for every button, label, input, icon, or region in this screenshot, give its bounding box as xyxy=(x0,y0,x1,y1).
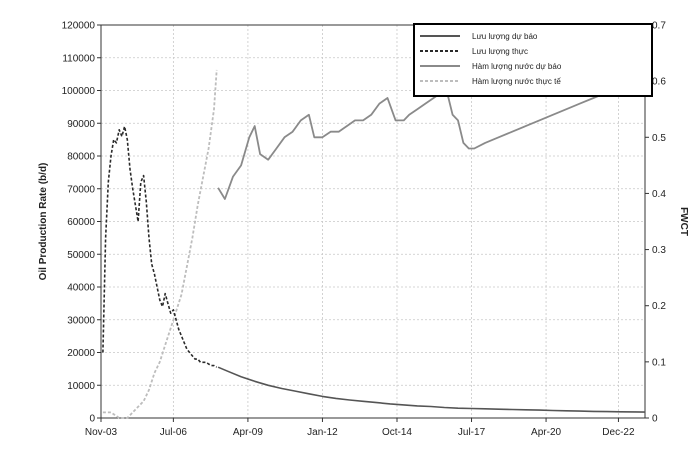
y2-axis-ticks: 0 0.1 0.2 0.3 0.4 0.5 0.6 0.7 xyxy=(645,21,666,425)
y-tick-label: 20000 xyxy=(67,348,95,359)
y-tick-label: 0 xyxy=(89,414,95,425)
y2-tick-label: 0.6 xyxy=(652,77,666,88)
y-axis-ticks: 0 10000 20000 30000 40000 50000 60000 70000 8000… xyxy=(62,21,101,425)
legend-label-1: Lưu lượng thực xyxy=(472,47,528,56)
legend-label-0: Lưu lượng dự báo xyxy=(472,32,538,41)
y2-axis-title: FWCT xyxy=(678,207,689,236)
series-layer xyxy=(102,58,646,419)
y-tick-label: 70000 xyxy=(67,184,95,195)
y2-tick-label: 0.5 xyxy=(652,133,666,144)
y2-tick-label: 0.3 xyxy=(652,245,666,256)
y-tick-label: 40000 xyxy=(67,283,95,294)
y-tick-label: 120000 xyxy=(62,21,96,32)
y-tick-label: 10000 xyxy=(67,381,95,392)
legend: Lưu lượng dự báo Lưu lượng thực Hàm lượng … xyxy=(413,23,653,97)
legend-label-2: Hàm lượng nước dự báo xyxy=(472,62,562,71)
x-axis-ticks: Nov-03 Jul-06 Apr-09 Jan-12 Oct-14 Jul-17 Apr-… xyxy=(85,418,635,438)
y-tick-label: 30000 xyxy=(67,315,95,326)
y2-tick-label: 0 xyxy=(652,414,658,425)
series-line-0 xyxy=(217,366,646,413)
y2-tick-label: 0.1 xyxy=(652,357,666,368)
legend-label-3: Hàm lượng nước thực tế xyxy=(472,77,561,86)
x-tick-label: Apr-09 xyxy=(233,427,263,438)
x-tick-label: Dec-22 xyxy=(602,427,635,438)
x-tick-label: Jul-17 xyxy=(458,427,486,438)
y-tick-label: 80000 xyxy=(67,152,95,163)
y-tick-label: 110000 xyxy=(62,53,95,64)
x-tick-label: Jan-12 xyxy=(307,427,338,438)
y-axis-title: Oil Production Rate (b/d) xyxy=(38,163,49,281)
x-tick-label: Nov-03 xyxy=(85,427,118,438)
y-tick-label: 100000 xyxy=(62,86,96,97)
y2-tick-label: 0.2 xyxy=(652,301,666,312)
x-tick-label: Apr-20 xyxy=(531,427,561,438)
y2-tick-label: 0.7 xyxy=(652,21,666,32)
y2-tick-label: 0.4 xyxy=(652,189,666,200)
y-tick-label: 90000 xyxy=(67,119,95,130)
y-tick-label: 60000 xyxy=(67,217,95,228)
series-line-2 xyxy=(217,58,646,200)
x-tick-label: Oct-14 xyxy=(382,427,412,438)
y-tick-label: 50000 xyxy=(67,250,95,261)
series-line-1 xyxy=(102,125,218,368)
x-tick-label: Jul-06 xyxy=(160,427,188,438)
